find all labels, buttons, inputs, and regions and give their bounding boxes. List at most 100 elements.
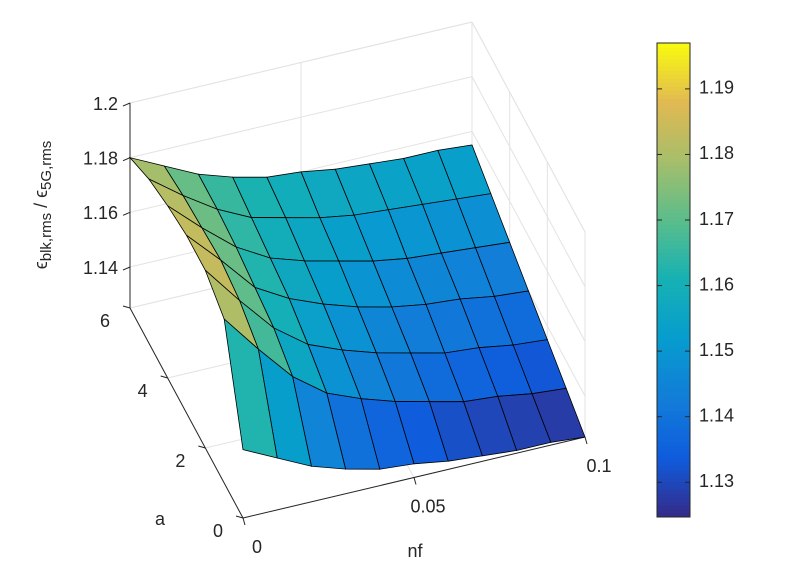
colorbar-strip xyxy=(657,189,690,194)
colorbar-strip xyxy=(657,410,690,415)
colorbar-strip xyxy=(657,489,690,494)
colorbar-strip xyxy=(657,509,690,514)
colorbar-strip xyxy=(657,224,690,230)
colorbar-strip xyxy=(657,201,690,206)
colorbar-strip xyxy=(657,118,690,123)
x-tick xyxy=(242,517,246,526)
colorbar-strip xyxy=(657,390,690,396)
colorbar-strip xyxy=(657,86,690,91)
colorbar-strip xyxy=(657,473,690,478)
colorbar-strip xyxy=(657,481,690,486)
colorbar-strip xyxy=(657,331,690,336)
grid-line xyxy=(129,21,473,104)
z-axis-label: ϵblk,rms / ϵ5G,rms xyxy=(31,141,55,269)
colorbar-strip xyxy=(657,370,690,376)
z-label-part: 5G,rms xyxy=(38,141,55,190)
colorbar-strip xyxy=(657,276,690,281)
colorbar-strip xyxy=(657,394,690,399)
colorbar-strip xyxy=(657,129,690,135)
colorbar-strip xyxy=(657,272,690,277)
colorbar-strip xyxy=(657,422,690,427)
colorbar-strip xyxy=(657,228,690,234)
colorbar-strip xyxy=(657,303,690,309)
colorbar-strip xyxy=(657,315,690,320)
colorbar-strip xyxy=(657,485,690,490)
colorbar-strip xyxy=(657,264,690,269)
colorbar-strip xyxy=(657,287,690,293)
y-tick xyxy=(235,515,244,519)
colorbar-strip xyxy=(657,319,690,324)
colorbar-tick-label: 1.19 xyxy=(699,78,734,98)
colorbar-strip xyxy=(657,406,690,411)
x-tick-label: 0.1 xyxy=(586,456,611,476)
z-tick-label: 1.2 xyxy=(93,94,118,114)
colorbar-tick-label: 1.14 xyxy=(699,405,734,425)
colorbar-strip xyxy=(657,232,690,238)
colorbar-strip xyxy=(657,43,690,48)
colorbar-strip xyxy=(657,505,690,510)
colorbar-strip xyxy=(657,153,690,159)
y-tick xyxy=(122,305,131,309)
colorbar-strip xyxy=(657,66,690,72)
colorbar-strip xyxy=(657,327,690,332)
colorbar-tick-label: 1.15 xyxy=(699,340,734,360)
colorbar-strip xyxy=(657,501,690,506)
colorbar-strip xyxy=(657,449,690,455)
colorbar-strip xyxy=(657,181,690,186)
colorbar-strip xyxy=(657,359,690,364)
z-tick xyxy=(122,211,131,216)
y-axis xyxy=(129,307,244,519)
z-label-part: / xyxy=(31,198,51,213)
colorbar-strip xyxy=(657,457,690,463)
x-tick xyxy=(584,436,588,445)
colorbar-strip xyxy=(657,169,690,174)
colorbar-strip xyxy=(657,141,690,147)
colorbar-strip xyxy=(657,125,690,131)
colorbar-strip xyxy=(657,280,690,285)
colorbar-strip xyxy=(657,62,690,68)
colorbar-strip xyxy=(657,453,690,459)
colorbar-strip xyxy=(657,236,690,241)
colorbar-strip xyxy=(657,355,690,360)
colorbar-strip xyxy=(657,185,690,190)
colorbar-strip xyxy=(657,382,690,388)
colorbar-strip xyxy=(657,362,690,368)
y-tick-label: 0 xyxy=(213,521,223,541)
colorbar-strip xyxy=(657,70,690,76)
colorbar-strip xyxy=(657,299,690,305)
colorbar-strip xyxy=(657,469,690,475)
colorbar-strip xyxy=(657,445,690,451)
colorbar-strip xyxy=(657,268,690,273)
colorbar-strip xyxy=(657,426,690,431)
colorbar: 1.13 1.14 1.15 1.16 1.17 1.18 1.19 xyxy=(656,42,734,518)
z-tick-label: 1.16 xyxy=(83,203,118,223)
colorbar-strip xyxy=(657,477,690,482)
colorbar-strip xyxy=(657,165,690,170)
surface-patch xyxy=(223,317,278,459)
colorbar-strip xyxy=(657,497,690,502)
colorbar-strip xyxy=(657,248,690,253)
colorbar-strip xyxy=(657,157,690,162)
z-tick xyxy=(122,102,131,107)
colorbar-tick-label: 1.13 xyxy=(699,471,734,491)
z-label-part: ϵ xyxy=(31,261,51,269)
colorbar-strip xyxy=(657,50,690,56)
colorbar-strip xyxy=(657,110,690,115)
colorbar-strip xyxy=(657,94,690,99)
z-label-part: blk,rms xyxy=(38,213,55,261)
y-tick xyxy=(160,375,168,379)
colorbar-strip xyxy=(657,493,690,498)
y-tick-label: 4 xyxy=(138,381,148,401)
colorbar-strip xyxy=(657,307,690,313)
colorbar-strip xyxy=(657,414,690,419)
colorbar-strip xyxy=(657,256,690,261)
colorbar-tick-label: 1.18 xyxy=(699,143,734,163)
colorbar-strip xyxy=(657,465,690,471)
y-axis-label: a xyxy=(155,509,166,529)
colorbar-strip xyxy=(657,351,690,356)
colorbar-strip xyxy=(657,145,690,151)
grid-line xyxy=(129,76,473,159)
colorbar-tick-label: 1.17 xyxy=(699,209,734,229)
colorbar-strip xyxy=(657,208,690,214)
